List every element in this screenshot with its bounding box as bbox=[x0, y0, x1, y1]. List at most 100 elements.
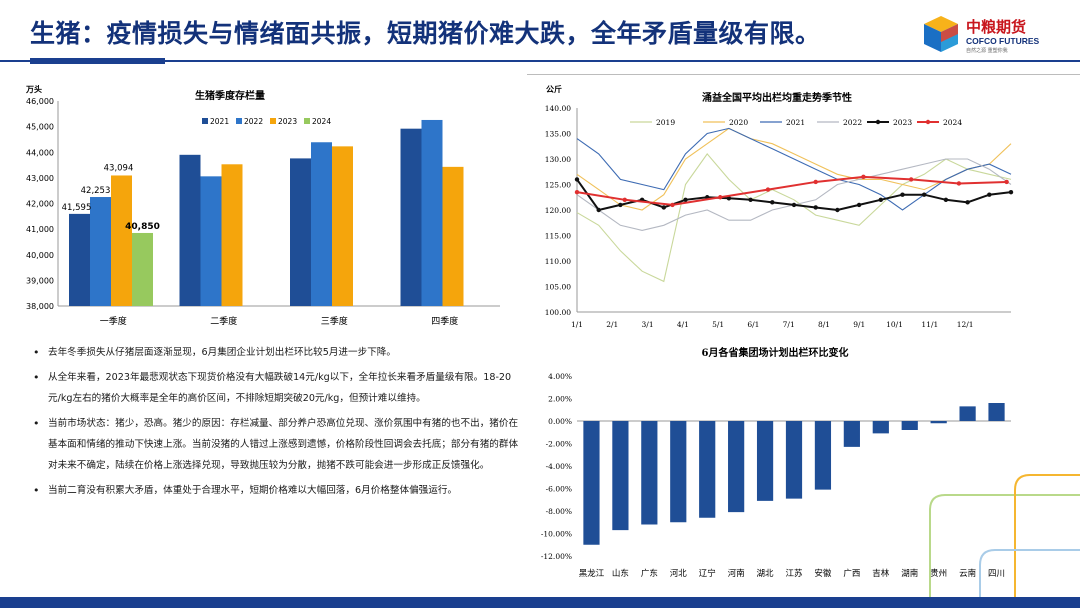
data-point bbox=[900, 192, 905, 197]
y-tick-label: 38,000 bbox=[26, 302, 54, 311]
bar bbox=[756, 421, 774, 501]
chart-title: 涌益全国平均出栏均重走势季节性 bbox=[702, 91, 852, 104]
data-point bbox=[813, 179, 818, 185]
y-tick-label: -10.00% bbox=[541, 530, 572, 539]
y-tick-label: 4.00% bbox=[548, 372, 572, 381]
series-line bbox=[576, 175, 1007, 206]
quarterly-inventory-chart: 生猪季度存栏量 万头 38,000 39,000 40,000 41,000 42,000 4… bbox=[25, 84, 500, 327]
data-label: 42,253 bbox=[81, 186, 111, 196]
x-tick-label: 9/1 bbox=[853, 320, 865, 329]
bar bbox=[670, 421, 687, 523]
y-tick-label: 41,000 bbox=[26, 225, 54, 234]
x-tick-label: 湖北 bbox=[757, 569, 775, 579]
x-tick-label: 江苏 bbox=[785, 568, 803, 579]
y-tick-label: 120.00 bbox=[545, 206, 571, 215]
logo-english-name: COFCO FUTURES bbox=[966, 36, 1040, 46]
data-point bbox=[765, 187, 771, 192]
x-tick-label: 湖南 bbox=[901, 568, 918, 579]
y-tick-label: 43,000 bbox=[26, 174, 54, 183]
series-line bbox=[576, 127, 1012, 211]
y-tick-label: -12.00% bbox=[541, 552, 572, 561]
y-tick-label: 130.00 bbox=[545, 155, 571, 164]
x-tick-label: 3/1 bbox=[642, 320, 654, 329]
data-point bbox=[670, 202, 675, 208]
x-tick-label: 河北 bbox=[670, 568, 688, 579]
legend-label: 2023 bbox=[278, 117, 297, 126]
bar bbox=[132, 232, 153, 306]
bar bbox=[221, 164, 243, 306]
bar bbox=[421, 119, 443, 307]
data-point bbox=[661, 205, 666, 210]
title-underline-accent bbox=[30, 58, 165, 64]
logo-chinese-name: 中粮期货 bbox=[966, 18, 1027, 36]
data-point bbox=[943, 197, 949, 202]
x-tick-label: 2/1 bbox=[606, 320, 618, 329]
bar bbox=[69, 213, 90, 306]
legend-swatch bbox=[304, 118, 310, 124]
x-tick-label: 7/1 bbox=[783, 320, 795, 329]
footer-bar bbox=[0, 597, 1080, 608]
data-point bbox=[878, 197, 883, 202]
bar bbox=[641, 421, 658, 525]
y-tick-label: 2.00% bbox=[548, 395, 572, 404]
bar bbox=[901, 421, 918, 430]
legend-label: 2022 bbox=[843, 118, 862, 127]
y-tick-label: -2.00% bbox=[546, 440, 572, 449]
data-point bbox=[574, 189, 580, 195]
title-underline bbox=[0, 60, 1080, 62]
legend-label: 2022 bbox=[244, 117, 263, 126]
section-divider bbox=[527, 74, 1080, 75]
decorative-corner-lines bbox=[929, 474, 1080, 597]
chart-title: 6月各省集团场计划出栏环比变化 bbox=[702, 346, 849, 359]
x-tick-label: 云南 bbox=[959, 568, 976, 579]
x-tick-label: 5/1 bbox=[712, 320, 724, 329]
y-axis-unit-label: 公斤 bbox=[546, 84, 562, 94]
bar bbox=[179, 154, 201, 306]
bar bbox=[332, 146, 353, 306]
data-point bbox=[596, 207, 601, 213]
data-point bbox=[987, 192, 992, 197]
y-tick-label: 45,000 bbox=[26, 123, 54, 132]
bar bbox=[814, 421, 832, 490]
x-tick-label: 河南 bbox=[728, 568, 745, 579]
bar bbox=[612, 421, 629, 531]
slaughter-weight-seasonal-chart: 涌益全国平均出栏均重走势季节性 公斤 100.00 105.00 110.00 115.0… bbox=[545, 84, 1014, 329]
data-point bbox=[622, 197, 627, 202]
x-tick-label: 吉林 bbox=[872, 568, 890, 579]
y-tick-label: 125.00 bbox=[545, 181, 571, 190]
data-point bbox=[618, 202, 623, 208]
province-mom-change-chart: 6月各省集团场计划出栏环比变化 -12.00% -10.00% -8.00% -6.00… bbox=[541, 346, 1011, 579]
legend-label: 2023 bbox=[893, 118, 912, 127]
bar bbox=[988, 403, 1005, 421]
x-tick-label: 安徽 bbox=[814, 568, 832, 579]
y-tick-label: -4.00% bbox=[546, 462, 572, 471]
x-tick-label: 11/1 bbox=[921, 320, 938, 329]
y-tick-label: 110.00 bbox=[545, 257, 571, 266]
bar bbox=[728, 421, 745, 513]
analysis-bullets: 去年冬季损失从仔猪层面逐渐显现，6月集团企业计划出栏环比较5月进一步下降。 从全… bbox=[30, 342, 526, 505]
data-point bbox=[726, 196, 732, 201]
x-tick-label: 4/1 bbox=[677, 320, 689, 329]
bar bbox=[785, 421, 803, 499]
bullet-item: 从全年来看，2023年最悲观状态下现货价格没有大幅跌破14元/kg以下，全年拉长… bbox=[30, 367, 526, 409]
data-point bbox=[718, 195, 723, 200]
data-point bbox=[813, 205, 818, 210]
y-tick-label: -8.00% bbox=[546, 507, 572, 516]
y-tick-label: 46,000 bbox=[26, 97, 54, 106]
y-tick-label: 0.00% bbox=[548, 417, 572, 426]
series-line bbox=[576, 127, 1012, 211]
legend-label: 2021 bbox=[786, 118, 805, 127]
data-label: 41,595 bbox=[62, 203, 92, 213]
legend-marker bbox=[875, 119, 881, 125]
y-tick-label: 40,000 bbox=[26, 251, 54, 260]
y-tick-label: 100.00 bbox=[545, 308, 571, 317]
data-point bbox=[770, 200, 775, 205]
y-tick-label: 135.00 bbox=[545, 130, 571, 139]
legend-swatch bbox=[270, 118, 276, 124]
data-label: 40,850 bbox=[125, 222, 160, 232]
x-tick-label: 8/1 bbox=[818, 320, 830, 329]
legend-label: 2024 bbox=[312, 117, 331, 126]
data-point bbox=[861, 174, 866, 180]
legend-label: 2024 bbox=[943, 118, 962, 127]
x-tick-label: 三季度 bbox=[321, 315, 348, 327]
